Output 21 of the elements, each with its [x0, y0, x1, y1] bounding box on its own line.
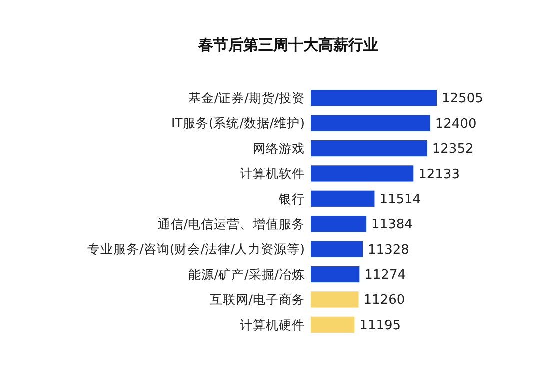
data-label: 11195 [360, 318, 402, 334]
y-tick-label: 计算机软件 [240, 166, 305, 182]
data-label: 12400 [435, 116, 477, 132]
data-label: 11274 [364, 268, 406, 284]
y-tick-label: 网络游戏 [253, 140, 305, 156]
data-label: 12133 [418, 167, 460, 182]
data-label: 12352 [432, 142, 474, 158]
y-tick-label: 计算机硬件 [240, 317, 305, 332]
data-label: 11328 [368, 242, 410, 258]
y-tick-label: 互联网/电子商务 [210, 292, 305, 308]
chart-title: 春节后第三周十大高薪行业 [198, 36, 378, 54]
data-label: 11384 [372, 218, 413, 233]
y-tick-label: 基金/证券/期货/投资 [188, 90, 305, 106]
y-tick-label: 专业服务/咨询(财会/法律/人力资源等) [88, 242, 305, 257]
data-label: 12505 [442, 92, 484, 107]
y-tick-label: 能源/矿产/采掘/冶炼 [188, 266, 305, 282]
data-label: 11514 [380, 192, 422, 208]
data-label: 11260 [364, 293, 406, 308]
y-tick-label: IT服务(系统/数据/维护) [172, 116, 305, 131]
y-tick-label: 通信/电信运营、增值服务 [158, 216, 305, 232]
y-tick-label: 银行 [278, 191, 305, 206]
